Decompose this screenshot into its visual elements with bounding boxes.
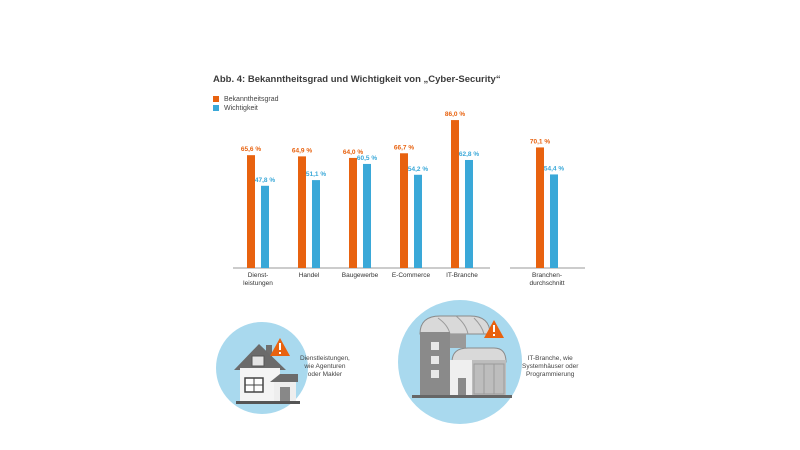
- category-label: leistungen: [243, 280, 273, 287]
- data-label-bekanntheitsgrad: 65,6 %: [241, 146, 261, 153]
- chart-title: Abb. 4: Bekanntheitsgrad und Wichtigkeit…: [213, 74, 501, 85]
- legend-item-wichtigkeit: Wichtigkeit: [213, 103, 258, 113]
- callout-left-line-1: Dienstleistungen,: [300, 355, 350, 362]
- category-label: durchschnitt: [529, 280, 564, 287]
- callout-right-text: IT-Branche, wie Systemhäuser oder Progra…: [522, 355, 578, 379]
- legend-label-bekanntheitsgrad: Bekanntheitsgrad: [224, 95, 279, 103]
- callout-left-line-3: oder Makler: [307, 371, 343, 378]
- category-label: E-Commerce: [392, 272, 431, 279]
- bar-bekanntheitsgrad: [349, 157, 357, 268]
- legend-label-wichtigkeit: Wichtigkeit: [224, 104, 258, 112]
- data-label-wichtigkeit: 54,4 %: [544, 165, 564, 172]
- warning-icon: [484, 320, 504, 338]
- glass-roof-lower: [451, 347, 507, 363]
- data-label-wichtigkeit: 62,8 %: [459, 151, 479, 158]
- bar-wichtigkeit: [312, 180, 320, 268]
- office-link: [450, 334, 466, 348]
- house-illustration: [216, 322, 308, 414]
- data-label-wichtigkeit: 54,2 %: [408, 166, 428, 173]
- bar-wichtigkeit: [550, 174, 558, 268]
- office-wing-right: [472, 360, 506, 396]
- callout-right-line-3: Programmierung: [525, 371, 575, 378]
- bar-wichtigkeit: [414, 174, 422, 268]
- category-label: IT-Branche: [446, 272, 478, 279]
- callout-right-line-2: Systemhäuser oder: [522, 363, 579, 370]
- data-label-bekanntheitsgrad: 70,1 %: [530, 138, 550, 145]
- callout-left-text: Dienstleistungen, wie Agenturen oder Mak…: [300, 355, 350, 379]
- category-label: Branchen-: [532, 272, 562, 279]
- data-label-wichtigkeit: 60,5 %: [357, 155, 377, 162]
- legend-item-bekanntheitsgrad: Bekanntheitsgrad: [213, 94, 278, 104]
- bar-bekanntheitsgrad: [536, 147, 544, 268]
- data-label-wichtigkeit: 47,8 %: [255, 177, 275, 184]
- data-label-wichtigkeit: 51,1 %: [306, 171, 326, 178]
- category-label: Baugewerbe: [342, 272, 379, 279]
- data-label-bekanntheitsgrad: 66,7 %: [394, 144, 414, 151]
- callout-left-line-2: wie Agenturen: [304, 363, 346, 370]
- category-label: Handel: [299, 272, 320, 279]
- house-door: [280, 387, 290, 402]
- office-building-illustration: [398, 300, 522, 424]
- glass-roof: [419, 315, 491, 335]
- house-ground: [236, 401, 300, 404]
- bar-bekanntheitsgrad: [298, 156, 306, 268]
- attic-window: [251, 355, 265, 367]
- data-label-bekanntheitsgrad: 64,9 %: [292, 147, 312, 154]
- legend-swatch-wichtigkeit: [213, 105, 219, 111]
- warning-icon: [270, 338, 290, 356]
- office-ground: [412, 395, 512, 398]
- chimney: [266, 345, 272, 359]
- bar-chart: 65,6 % 47,8 % Dienst-leistungen 64,9 % 51,1 …: [233, 111, 585, 287]
- bar-bekanntheitsgrad: [451, 120, 459, 268]
- office-door: [458, 378, 466, 396]
- bar-wichtigkeit: [261, 185, 269, 268]
- legend-swatch-bekanntheitsgrad: [213, 96, 219, 102]
- bar-bekanntheitsgrad: [247, 155, 255, 268]
- data-label-bekanntheitsgrad: 86,0 %: [445, 111, 465, 118]
- data-label-bekanntheitsgrad: 64,0 %: [343, 149, 363, 156]
- bar-wichtigkeit: [363, 163, 371, 268]
- bar-bekanntheitsgrad: [400, 153, 408, 268]
- callout-right-line-1: IT-Branche, wie: [527, 355, 573, 362]
- bar-wichtigkeit: [465, 159, 473, 268]
- category-label: Dienst-: [248, 272, 269, 279]
- annex-roof: [270, 374, 298, 382]
